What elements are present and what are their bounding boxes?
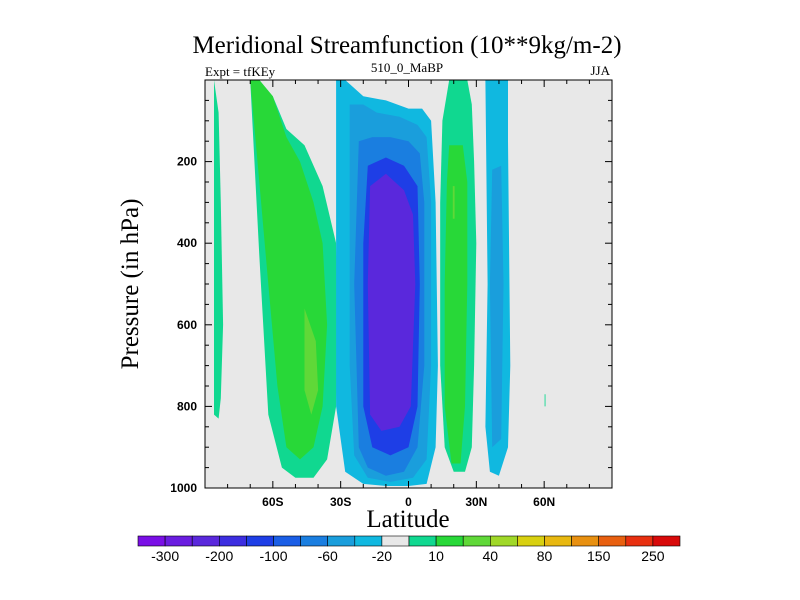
colorbar-swatch [544, 535, 572, 547]
x-tick-label: 30S [330, 495, 351, 509]
plot-area [204, 79, 613, 489]
y-tick-label: 200 [177, 155, 197, 169]
colorbar-swatch [598, 535, 627, 547]
experiment-label: Expt = tfKEy [205, 64, 276, 79]
x-tick-label: 60S [262, 495, 283, 509]
colorbar-tick-label: 40 [483, 548, 499, 564]
y-tick-label: 1000 [170, 481, 197, 495]
colorbar-swatch [435, 535, 464, 547]
colorbar-tick-label: 80 [537, 548, 553, 564]
x-tick-label: 0 [405, 495, 412, 509]
colorbar-tick-label: 150 [587, 548, 611, 564]
contour-layer [214, 80, 546, 486]
colorbar-swatch [164, 535, 193, 547]
contour-region-8 [367, 173, 416, 431]
x-axis-label: Latitude [366, 506, 449, 533]
colorbar-swatch [354, 535, 383, 547]
y-tick-label: 600 [177, 318, 197, 332]
colorbar: -300 -200 -100 -60 -20 10 40 80 150 250 [137, 535, 681, 564]
contour-region-0 [214, 80, 224, 419]
contour-region-11 [452, 186, 455, 219]
contour-region-3 [304, 308, 319, 415]
colorbar-swatch [219, 535, 247, 547]
colorbar-swatch [408, 535, 437, 547]
colorbar-swatch [625, 535, 654, 547]
colorbar-tick-label: 10 [428, 548, 444, 564]
colorbar-swatch [652, 535, 681, 547]
y-tick-label: 400 [177, 236, 197, 250]
colorbar-tick-label: -60 [318, 548, 338, 564]
x-tick-label: 30N [465, 495, 487, 509]
time-period-label: 510_0_MaBP [371, 60, 443, 75]
colorbar-swatch [191, 535, 220, 547]
colorbar-swatch [300, 535, 329, 547]
season-label: JJA [590, 63, 610, 78]
contour-region-10 [444, 145, 468, 464]
colorbar-tick-label: -20 [372, 548, 392, 564]
colorbar-swatch [381, 535, 410, 547]
y-axis: 200 400 600 800 1000 [170, 79, 612, 495]
contour-region-14 [544, 394, 546, 407]
colorbar-tick-label: 250 [641, 548, 665, 564]
colorbar-swatch [489, 535, 518, 547]
x-axis: 60S 30S 0 30N 60N [204, 80, 613, 509]
colorbar-tick-label: -300 [151, 548, 179, 564]
colorbar-tick-label: -200 [205, 548, 233, 564]
colorbar-swatch [517, 535, 545, 547]
colorbar-swatch [327, 535, 356, 547]
colorbar-swatch [571, 535, 599, 547]
colorbar-swatch [137, 535, 166, 547]
contour-region-13 [489, 165, 504, 448]
x-tick-label: 60N [533, 495, 555, 509]
colorbar-swatch [273, 535, 301, 547]
colorbar-swatch [246, 535, 274, 547]
colorbar-tick-label: -100 [259, 548, 287, 564]
y-tick-label: 800 [177, 399, 197, 413]
colorbar-swatch [462, 535, 491, 547]
chart-title: Meridional Streamfunction (10**9kg/m-2) [192, 32, 621, 59]
y-axis-label: Pressure (in hPa) [117, 199, 144, 370]
